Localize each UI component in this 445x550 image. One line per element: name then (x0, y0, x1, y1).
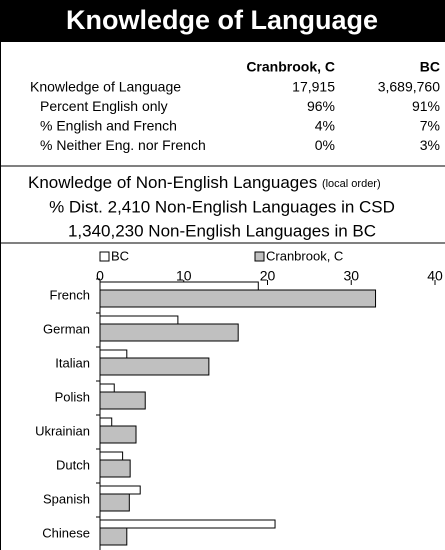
cell: 3,689,760 (378, 79, 440, 95)
x-tick-label: 30 (343, 268, 359, 284)
bar (99, 289, 377, 308)
x-tick-label: 20 (260, 268, 276, 284)
column-header: BC (420, 59, 440, 75)
bar (99, 459, 131, 478)
legend-swatch (99, 251, 110, 262)
cell: 17,915 (292, 79, 335, 95)
cell: 7% (420, 118, 440, 134)
bar (99, 417, 113, 427)
note-line: Knowledge of Non-English Languages (loca… (28, 173, 381, 192)
bar (99, 315, 179, 325)
cell: 3% (420, 137, 440, 153)
bar (99, 493, 130, 512)
legend-swatch (254, 251, 265, 262)
bar (99, 281, 259, 291)
x-tick-label: 10 (176, 268, 192, 284)
bar (99, 323, 239, 342)
y-tick-label: French (50, 287, 90, 302)
bar (99, 451, 124, 461)
y-tick-label: Italian (55, 355, 90, 370)
x-tick-label: 40 (427, 268, 443, 284)
bar (99, 357, 210, 376)
bar (99, 425, 137, 444)
note-line: % Dist. 2,410 Non-English Languages in C… (49, 197, 395, 216)
bar (99, 391, 146, 410)
bar (99, 527, 128, 546)
y-tick-label: Dutch (56, 457, 90, 472)
y-tick-label: Chinese (42, 525, 90, 540)
y-tick-label: German (43, 321, 90, 336)
row-label: Knowledge of Language (30, 79, 181, 95)
note-line: 1,340,230 Non-English Languages in BC (68, 221, 376, 240)
y-tick-label: Polish (55, 389, 90, 404)
table: Cranbrook, C BC Knowledge of Language 17,91… (30, 59, 440, 154)
y-tick-label: Ukrainian (35, 423, 90, 438)
cell: 96% (307, 98, 335, 114)
bar (99, 383, 115, 393)
row-label: % Neither Eng. nor French (40, 137, 206, 153)
x-tick-label: 0 (96, 268, 104, 284)
note-small: (local order) (322, 178, 381, 190)
bar (99, 349, 128, 359)
cell: 4% (315, 118, 335, 134)
title: Knowledge of Language (66, 5, 378, 35)
cell: 91% (412, 98, 440, 114)
title-band (0, 0, 445, 42)
column-header: Cranbrook, C (246, 59, 335, 75)
bar (99, 485, 141, 495)
bar (99, 519, 276, 529)
note-text: Knowledge of Non-English Languages (28, 173, 317, 192)
row-label: Percent English only (40, 98, 168, 114)
cell: 0% (315, 137, 335, 153)
row-label: % English and French (40, 118, 177, 134)
y-tick-label: Spanish (43, 491, 90, 506)
legend-label: Cranbrook, C (266, 248, 343, 263)
chart: BC Cranbrook, C 0 10 20 30 40 French German Itali… (35, 248, 443, 550)
legend-label: BC (111, 248, 129, 263)
